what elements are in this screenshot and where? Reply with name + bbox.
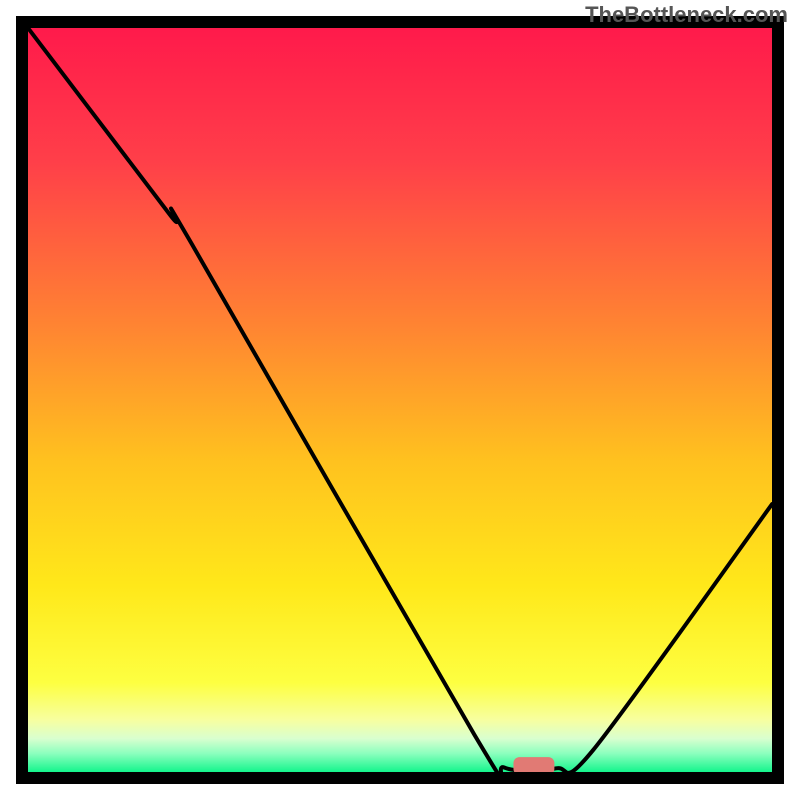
watermark-text: TheBottleneck.com — [585, 2, 788, 28]
bottleneck-curve-chart — [0, 0, 800, 800]
